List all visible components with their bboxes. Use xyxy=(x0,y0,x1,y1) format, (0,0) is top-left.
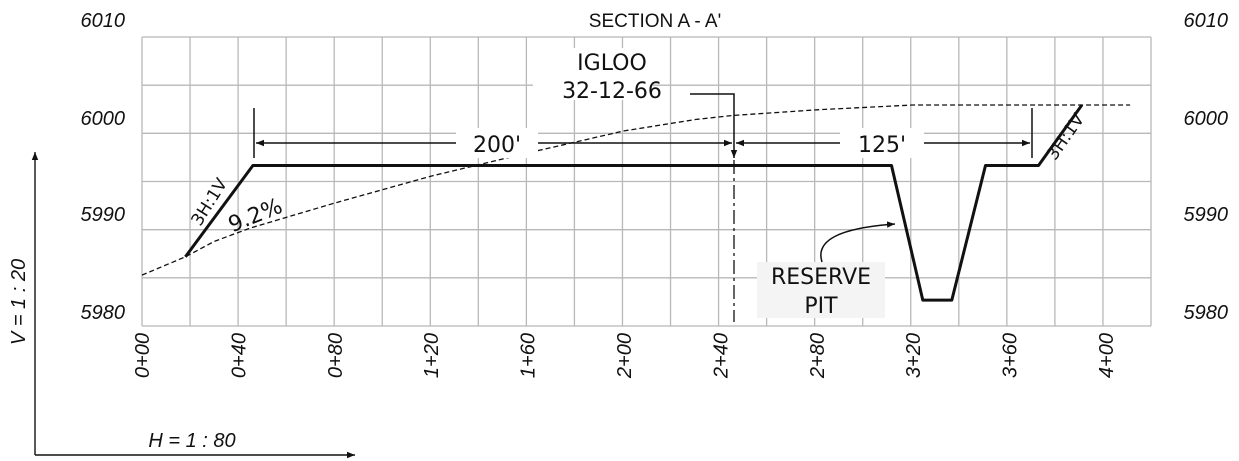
station-label: 2+00 xyxy=(614,333,636,379)
reserve-leader xyxy=(820,221,896,263)
section-title: SECTION A - A' xyxy=(589,11,721,32)
igloo-label-line1: IGLOO xyxy=(577,51,647,76)
station-label: 3+20 xyxy=(903,333,925,378)
elevation-label-right: 5980 xyxy=(1184,302,1229,324)
station-label: 0+00 xyxy=(132,333,154,378)
scale-vertical-label: V = 1 : 20 xyxy=(8,259,30,345)
station-label: 1+20 xyxy=(421,333,443,378)
station-label: 1+60 xyxy=(518,333,540,378)
existing-ground-line xyxy=(141,104,1131,276)
proposed-pad-line xyxy=(184,104,1084,302)
igloo-label-bg xyxy=(533,48,653,100)
elevation-label-right: 6000 xyxy=(1184,108,1229,130)
igloo-leader xyxy=(690,93,738,158)
dim-125-bg xyxy=(840,128,924,158)
station-labels: 0+00 0+40 0+80 1+20 1+60 2+00 2+40 2+80 3+20 3+60… xyxy=(132,333,1118,379)
elevation-labels-left: 6010 6000 5990 5980 xyxy=(81,10,126,324)
station-label: 2+40 xyxy=(710,333,732,379)
dim-200-bg xyxy=(456,128,538,158)
reserve-label-bg xyxy=(757,262,885,318)
dim-125-label: 125' xyxy=(858,133,906,158)
station-label: 0+40 xyxy=(228,333,250,378)
elevation-label-left: 5990 xyxy=(81,204,126,226)
reserve-label-line1: RESERVE xyxy=(771,265,871,290)
elevation-label-left: 6010 xyxy=(81,10,126,32)
station-label: 0+80 xyxy=(325,333,347,378)
slope-label-right: 3H:1V xyxy=(1043,110,1089,164)
elevation-label-right: 6010 xyxy=(1184,10,1229,32)
elevation-label-right: 5990 xyxy=(1184,204,1229,226)
reserve-label-line2: PIT xyxy=(804,294,838,319)
profile-lines xyxy=(141,104,1131,302)
elevation-label-left: 6000 xyxy=(81,108,126,130)
scale-horizontal-label: H = 1 : 80 xyxy=(148,430,235,452)
station-label: 3+60 xyxy=(1000,333,1022,378)
station-label: 4+00 xyxy=(1096,333,1118,378)
grade-label: 9.2% xyxy=(225,194,286,238)
station-label: 2+80 xyxy=(807,333,829,379)
dim-200-label: 200' xyxy=(473,133,521,158)
elevation-label-left: 5980 xyxy=(81,302,126,324)
elevation-labels-right: 6010 6000 5990 5980 xyxy=(1184,10,1229,324)
igloo-label-line2: 32-12-66 xyxy=(562,79,662,104)
